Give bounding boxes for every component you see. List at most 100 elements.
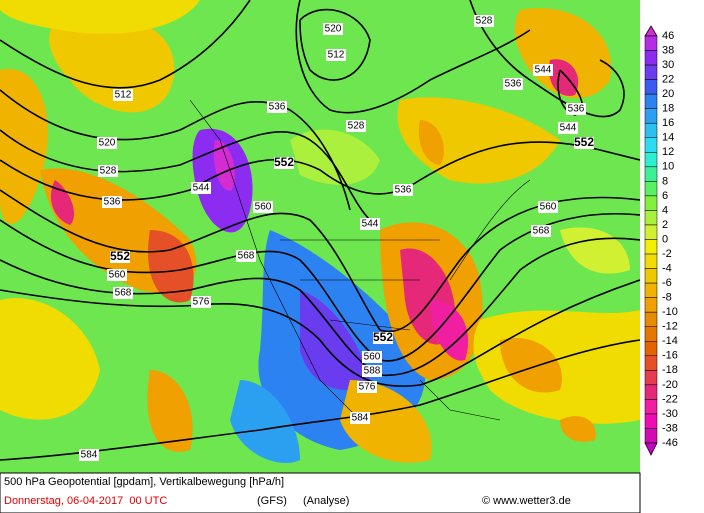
colorbar-swatch bbox=[644, 428, 658, 444]
colorbar: 4638302220181614121086420-2-4-6-8-10-12-… bbox=[644, 25, 678, 456]
colorbar-label: -14 bbox=[662, 335, 678, 347]
contour-label: 536 bbox=[269, 102, 286, 113]
colorbar-swatch bbox=[644, 93, 658, 109]
colorbar-swatch bbox=[644, 399, 658, 415]
contour-label-bg bbox=[558, 122, 578, 134]
colorbar-label: 2 bbox=[662, 219, 668, 231]
contour-label-bg bbox=[191, 296, 211, 308]
colorbar-label: -30 bbox=[662, 408, 678, 420]
contour-label-bg bbox=[393, 184, 413, 196]
colorbar-swatch bbox=[644, 166, 658, 182]
contour-label-bg bbox=[531, 225, 551, 237]
contour-label: 552 bbox=[110, 249, 130, 263]
contour-label: 544 bbox=[560, 123, 577, 134]
colorbar-swatch bbox=[644, 152, 658, 168]
contour-label-bg bbox=[538, 201, 558, 213]
contour-label-bg bbox=[362, 351, 382, 363]
contour-label-bg bbox=[113, 89, 133, 101]
contour-label-bg bbox=[360, 218, 380, 230]
contour-label: 536 bbox=[505, 79, 522, 90]
colorbar-label: 16 bbox=[662, 117, 674, 129]
colorbar-swatch bbox=[644, 108, 658, 124]
contour-label: 544 bbox=[535, 65, 552, 76]
colorbar-label: 8 bbox=[662, 175, 668, 187]
contour-label: 576 bbox=[193, 297, 210, 308]
contour-label-bg bbox=[107, 269, 127, 281]
contour-label-bg bbox=[267, 101, 287, 113]
contour-label-bg bbox=[98, 165, 118, 177]
contour-label: 512 bbox=[328, 50, 345, 61]
colorbar-swatch bbox=[644, 195, 658, 211]
borders bbox=[189, 99, 531, 421]
contour-label: 568 bbox=[533, 226, 550, 237]
colorbar-label: 20 bbox=[662, 88, 674, 100]
contour-label: 588 bbox=[364, 366, 381, 377]
footer-box bbox=[0, 472, 641, 513]
colorbar-label: 0 bbox=[662, 233, 668, 245]
field-patches bbox=[0, 0, 640, 464]
contour-label-bg bbox=[346, 120, 366, 132]
contour-label: 520 bbox=[325, 24, 342, 35]
contour-label-bg bbox=[113, 287, 133, 299]
colorbar-swatch bbox=[644, 181, 658, 197]
colorbar-swatch bbox=[644, 413, 658, 429]
contour-label-bg bbox=[533, 64, 553, 76]
contour-label: 528 bbox=[100, 166, 117, 177]
contour-label-bg bbox=[236, 250, 256, 262]
colorbar-swatch bbox=[644, 253, 658, 269]
colorbar-swatch bbox=[644, 210, 658, 226]
contour-label: 560 bbox=[255, 202, 272, 213]
contour-label: 536 bbox=[395, 185, 412, 196]
colorbar-label: 14 bbox=[662, 132, 674, 144]
colorbar-label: 46 bbox=[662, 30, 674, 42]
contour-label-bg bbox=[574, 137, 594, 149]
colorbar-swatch bbox=[644, 50, 658, 66]
colorbar-swatch bbox=[644, 268, 658, 284]
colorbar-swatch bbox=[644, 122, 658, 139]
contour-label: 568 bbox=[238, 251, 255, 262]
colorbar-label: -46 bbox=[662, 437, 678, 449]
contour-label-bg bbox=[373, 332, 393, 344]
contour-label-bg bbox=[102, 196, 122, 208]
colorbar-label: 4 bbox=[662, 204, 668, 216]
contour-label-bg bbox=[503, 78, 523, 90]
contour-label: 552 bbox=[274, 155, 294, 169]
contour-label: 544 bbox=[193, 183, 210, 194]
contour-label: 520 bbox=[99, 138, 116, 149]
contour-label: 568 bbox=[115, 288, 132, 299]
footer-title: 500 hPa Geopotential [gpdam], Vertikalbe… bbox=[4, 476, 284, 488]
colorbar-label: -6 bbox=[662, 277, 672, 289]
footer-model: (GFS) bbox=[257, 495, 287, 507]
contour-label-bg bbox=[323, 23, 343, 35]
colorbar-label: -18 bbox=[662, 364, 678, 376]
colorbar-label: 10 bbox=[662, 161, 674, 173]
colorbar-label: -2 bbox=[662, 248, 672, 260]
contour-label: 536 bbox=[104, 197, 121, 208]
contour-label: 544 bbox=[362, 219, 379, 230]
colorbar-swatch bbox=[644, 355, 658, 371]
colorbar-label: 38 bbox=[662, 44, 674, 56]
contour-label-bg bbox=[362, 365, 382, 377]
map: 5125205285365525605685765845445525605685… bbox=[0, 0, 641, 473]
contour-label: 528 bbox=[476, 16, 493, 27]
footer-credit: © www.wetter3.de bbox=[482, 495, 571, 507]
contour-label-bg bbox=[566, 103, 586, 115]
colorbar-swatch bbox=[644, 311, 658, 327]
colorbar-label: -22 bbox=[662, 393, 678, 405]
contour-label: 560 bbox=[540, 202, 557, 213]
contour-label-bg bbox=[357, 381, 377, 393]
colorbar-swatch bbox=[644, 79, 658, 95]
colorbar-swatch bbox=[644, 239, 658, 255]
contour-label: 552 bbox=[373, 330, 393, 344]
contour-label-bg bbox=[191, 182, 211, 194]
colorbar-label: -10 bbox=[662, 306, 678, 318]
contour-label-bg bbox=[97, 137, 117, 149]
footer-run: (Analyse) bbox=[303, 495, 349, 507]
colorbar-swatch bbox=[644, 341, 658, 357]
colorbar-swatch bbox=[644, 282, 658, 298]
contour-label: 512 bbox=[115, 90, 132, 101]
colorbar-label: 18 bbox=[662, 103, 674, 115]
colorbar-arrow-bottom bbox=[644, 442, 658, 456]
colorbar-label: -12 bbox=[662, 321, 678, 333]
